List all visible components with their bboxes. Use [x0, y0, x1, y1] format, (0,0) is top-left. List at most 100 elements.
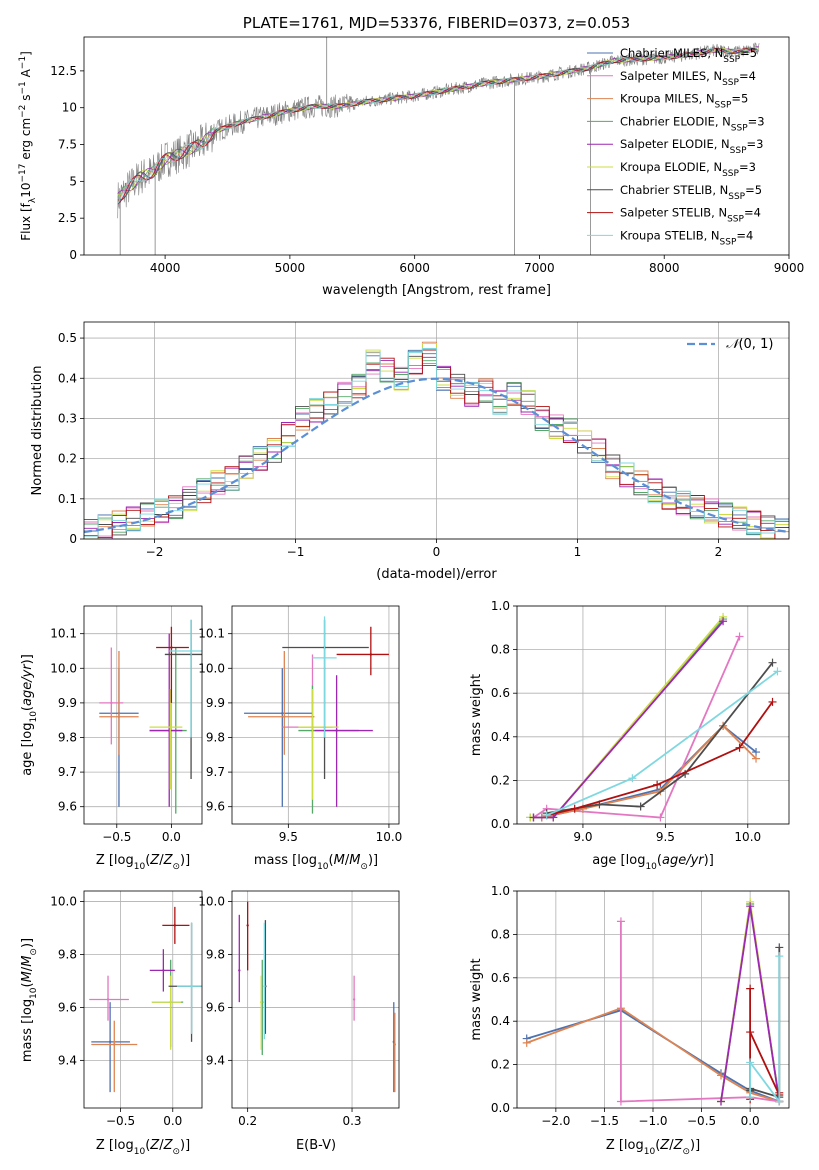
axes-frame — [516, 890, 790, 1109]
axes-frame — [231, 605, 400, 825]
weight-marker — [746, 902, 755, 911]
errorbars — [89, 906, 202, 1093]
x-tick-label: 0.3 — [342, 1114, 361, 1128]
weight-marker — [628, 774, 637, 783]
weight-marker — [529, 813, 538, 822]
plot-weight_vs_age: 9.0 9.5 10.0 0.0 0.2 0.4 0.6 0.8 1.0 mass weight a… — [469, 599, 790, 872]
y-tick-label: 12.5 — [50, 64, 77, 78]
weight-marker — [656, 813, 665, 822]
data-point — [352, 998, 356, 1001]
y-tick-label: 10.0 — [198, 661, 225, 675]
x-tick-label: 9000 — [774, 261, 805, 275]
y-tick-label: 9.4 — [58, 1053, 77, 1067]
x-tick-label: 0.0 — [163, 1114, 182, 1128]
y-tick-label: 5 — [69, 174, 77, 188]
data-point — [323, 656, 326, 660]
model-fit-line — [117, 48, 759, 204]
weight-marker — [768, 697, 777, 706]
model-fit-line — [117, 46, 759, 196]
y-tick-label: 9.4 — [206, 1053, 225, 1067]
weight-marker — [549, 813, 558, 822]
y-tick-label: 2.5 — [58, 211, 77, 225]
x-tick-label: −0.5 — [106, 1114, 135, 1128]
legend-label: Kroupa STELIB, NSSP=4 — [620, 228, 753, 247]
data-point — [162, 969, 165, 972]
y-tick-label: 1.0 — [491, 884, 510, 898]
data-point — [369, 653, 373, 656]
x-tick-label: 9.5 — [656, 830, 675, 844]
data-point — [169, 725, 172, 729]
weight-marker — [616, 1097, 625, 1106]
y-tick-label: 9.6 — [206, 800, 225, 814]
data-point — [335, 729, 338, 732]
data-point — [117, 715, 121, 718]
x-tick-label: 6000 — [399, 261, 430, 275]
weight-marker — [746, 1028, 755, 1037]
weight-marker — [570, 804, 579, 813]
y-tick-label: 9.8 — [206, 948, 225, 962]
data-point — [246, 924, 249, 927]
weight-marker — [773, 667, 782, 676]
y-tick-label: 0.1 — [58, 492, 77, 506]
y-tick-label: 9.7 — [206, 765, 225, 779]
weight-lines — [522, 897, 784, 1106]
y-tick-label: 1.0 — [491, 599, 510, 613]
y-tick-label: 10 — [62, 101, 77, 115]
y-axis-label: mass weight — [469, 958, 484, 1040]
y-tick-label: 9.8 — [58, 730, 77, 744]
model-fit-line — [117, 47, 759, 205]
weight-marker — [746, 984, 755, 993]
x-tick-label: 10.0 — [376, 830, 403, 844]
legend-label: Chabrier STELIB, NSSP=5 — [620, 183, 762, 202]
legend-label: Chabrier MILES, NSSP=5 — [620, 46, 757, 65]
weight-marker — [717, 1097, 725, 1106]
y-axis-label: age [log10(age/yr)] — [20, 654, 39, 776]
weight-marker — [775, 1097, 784, 1106]
weight-marker — [636, 802, 645, 811]
weight-marker — [775, 952, 784, 961]
x-axis-label: (data-model)/error — [376, 567, 497, 582]
y-tick-label: 10.0 — [198, 895, 225, 909]
axes-frame — [83, 890, 203, 1109]
legend: Chabrier MILES, NSSP=5 Salpeter MILES, NS… — [587, 46, 765, 247]
x-axis-label: E(B-V) — [296, 1138, 336, 1153]
weight-marker — [735, 743, 744, 752]
x-tick-label: 8000 — [649, 261, 680, 275]
y-axis-label: Flux [fλ10−17 erg cm−2 s−1 A−1] — [18, 51, 38, 241]
y-tick-label: 9.6 — [58, 800, 77, 814]
data-point — [170, 646, 173, 649]
x-tick-label: −0.5 — [687, 1114, 716, 1128]
y-tick-label: 0.2 — [58, 452, 77, 466]
plot-mass_vs_metallicity: −0.5 0.0 9.4 9.6 9.8 10.0 Z [log10(Z/Z⊙)] mass … — [20, 890, 203, 1157]
x-axis-label: Z [log10(Z/Z⊙)] — [606, 1138, 700, 1157]
x-tick-label: −2.0 — [541, 1114, 570, 1128]
x-tick-label: −1.0 — [638, 1114, 667, 1128]
weight-marker — [542, 811, 551, 820]
errorbars — [99, 619, 202, 814]
y-axis-label: mass weight — [469, 674, 484, 756]
data-point — [113, 1043, 116, 1046]
histogram-lines — [84, 341, 789, 539]
plot-weight_vs_metallicity: −2.0 −1.5 −1.0 −0.5 0.0 0.0 0.2 0.4 0.6 0.8 1.0 mas… — [469, 884, 790, 1157]
y-tick-label: 9.6 — [206, 1000, 225, 1014]
x-tick-label: 7000 — [524, 261, 555, 275]
plot-spectrum: 4000 5000 6000 7000 8000 9000 0 2.5 5 7.5 10 12.5 PL… — [18, 14, 804, 298]
data-point — [189, 649, 193, 653]
x-tick-label: 0.0 — [162, 830, 181, 844]
data-point — [283, 715, 286, 718]
x-axis-label: mass [log10(M/M⊙)] — [254, 853, 378, 872]
data-point — [173, 924, 177, 927]
y-tick-label: 0.8 — [491, 927, 510, 941]
chart-title: PLATE=1761, MJD=53376, FIBERID=0373, z=0… — [243, 14, 630, 32]
legend-label: Kroupa ELODIE, NSSP=3 — [620, 160, 756, 179]
y-tick-label: 0.4 — [491, 730, 510, 744]
weight-marker — [653, 780, 662, 789]
axes-frame — [83, 321, 790, 540]
x-axis-label: wavelength [Angstrom, rest frame] — [322, 283, 551, 298]
y-tick-label: 9.7 — [58, 765, 77, 779]
x-tick-label: 4000 — [150, 261, 181, 275]
data-point — [169, 1000, 172, 1004]
y-tick-label: 0.3 — [58, 411, 77, 425]
x-tick-label: −2 — [146, 545, 164, 559]
y-tick-label: 9.9 — [206, 696, 225, 710]
